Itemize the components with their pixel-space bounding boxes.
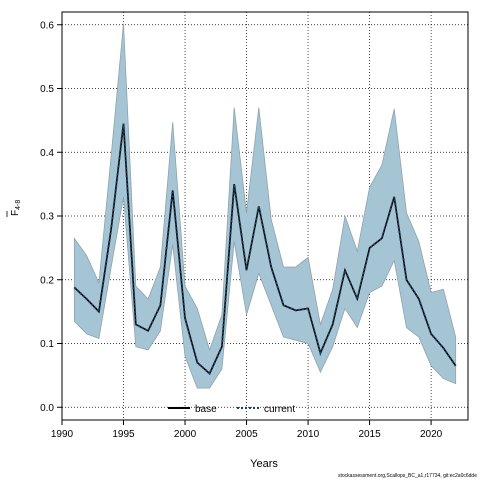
- x-tick-label: 1990: [51, 429, 74, 440]
- x-tick-label: 2015: [358, 429, 381, 440]
- x-tick-label: 1995: [112, 429, 135, 440]
- confidence-band-layer: [73, 23, 457, 389]
- x-axis-label: Years: [250, 458, 278, 470]
- svg-text:F4-8: F4-8: [10, 200, 22, 216]
- x-tick-label: 2005: [235, 429, 258, 440]
- series-layer: [73, 123, 457, 376]
- y-tick-label: 0.5: [40, 84, 54, 95]
- y-axis-label: F4-8: [6, 200, 22, 217]
- y-axis-label-subscript: 4-8: [15, 200, 22, 210]
- x-tick-label: 2020: [420, 429, 443, 440]
- x-axis: 1990 1995 2000 2005 2010 2015 2020: [51, 420, 443, 440]
- source-footer: stockassessment.org,Scallops_BC_a1,r1773…: [338, 473, 477, 479]
- y-axis-label-main: F: [10, 210, 21, 216]
- y-tick-label: 0.4: [40, 148, 54, 159]
- y-tick-label: 0.2: [40, 275, 54, 286]
- x-tick-label: 2010: [297, 429, 320, 440]
- y-tick-label: 0.0: [40, 403, 54, 414]
- y-tick-label: 0.3: [40, 212, 54, 223]
- legend: base current: [168, 404, 295, 415]
- y-axis: 0.0 0.1 0.2 0.3 0.4 0.5 0.6: [40, 20, 62, 414]
- y-tick-label: 0.6: [40, 20, 54, 31]
- x-tick-label: 2000: [174, 429, 197, 440]
- series-line-current: [73, 123, 457, 376]
- y-tick-label: 0.1: [40, 339, 54, 350]
- confidence-band: [73, 23, 457, 389]
- legend-base-label: base: [195, 404, 217, 415]
- legend-current-label: current: [264, 404, 295, 415]
